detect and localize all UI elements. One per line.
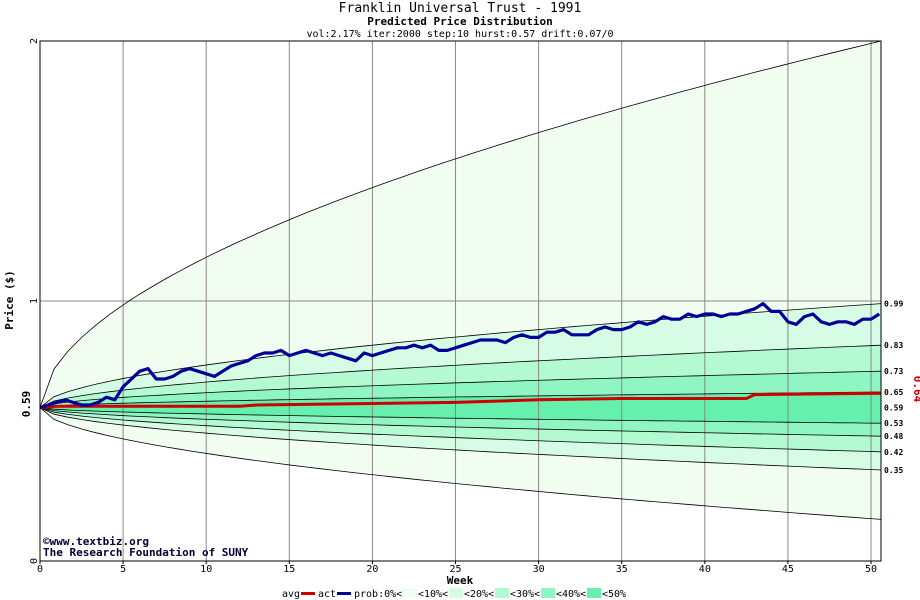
legend-band-swatch-4 [587, 588, 601, 598]
legend: avg act prob:0%< <10%< <20%< <30%< <40%< <50% [282, 588, 626, 600]
legend-band-swatch-3 [541, 588, 555, 598]
band-boundary-7 [39, 370, 882, 408]
band-boundary-1 [39, 40, 882, 408]
legend-band-swatch-2 [495, 588, 509, 598]
legend-band-label-1: <20%< [464, 589, 494, 600]
y-axis-label: Price ($) [3, 270, 16, 330]
band-boundary-2 [39, 407, 882, 471]
avg-series-line [39, 391, 882, 410]
x-tick-label: 40 [699, 564, 711, 575]
plot-frame [39, 40, 882, 562]
x-tick-label: 45 [782, 564, 794, 575]
x-axis-ticks: 0 5 10 15 20 25 30 35 40 45 50 [37, 561, 877, 575]
x-tick-label: 5 [120, 564, 126, 575]
x-tick-label: 10 [200, 564, 212, 575]
right-value-label: 0.35 [884, 466, 903, 475]
x-tick-label: 50 [865, 564, 877, 575]
x-tick-label: 20 [366, 564, 378, 575]
chart-title: Franklin Universal Trust - 1991 [339, 1, 582, 16]
legend-band-label-3: <40%< [556, 589, 586, 600]
x-tick-label: 0 [37, 564, 43, 575]
start-value-label: 0.59 [20, 391, 33, 418]
right-value-label: 0.83 [884, 341, 903, 350]
right-value-label: 0.73 [884, 367, 903, 376]
right-value-label: 0.48 [884, 432, 903, 441]
y-axis-ticks: 0 1 2 [29, 38, 40, 564]
current-value-label: 0.64 [911, 376, 920, 403]
band-boundary-8 [39, 407, 882, 424]
band-boundary-5 [39, 344, 882, 408]
band-boundary-lines [39, 40, 882, 520]
legend-avg-label: avg [282, 589, 300, 600]
series-lines [39, 302, 882, 410]
band-boundary-4 [39, 407, 882, 453]
right-value-label: 0.59 [884, 404, 903, 413]
x-tick-label: 30 [533, 564, 545, 575]
legend-avg-swatch [301, 592, 315, 595]
band-boundary-6 [39, 407, 882, 437]
legend-band-swatch-0 [403, 588, 417, 598]
right-value-label: 0.65 [884, 388, 903, 397]
x-tick-label: 15 [283, 564, 295, 575]
legend-act-swatch [337, 592, 351, 595]
right-value-label: 0.42 [884, 448, 903, 457]
right-value-label: 0.99 [884, 300, 903, 309]
chart-subtitle: Predicted Price Distribution [367, 15, 552, 28]
x-axis-label: Week [447, 574, 474, 587]
y-tick-label: 2 [29, 38, 40, 44]
legend-band-label-0: <10%< [418, 589, 448, 600]
legend-prob-label: prob:0%< [354, 589, 402, 600]
band-boundary-9 [39, 391, 882, 408]
credit-organization: The Research Foundation of SUNY [43, 546, 249, 559]
band-boundary-0 [39, 407, 882, 520]
act-series-line [39, 302, 881, 410]
right-value-label: 0.53 [884, 419, 903, 428]
chart-params: vol:2.17% iter:2000 step:10 hurst:0.57 d… [306, 29, 613, 40]
legend-act-label: act [318, 589, 336, 600]
x-tick-label: 35 [616, 564, 628, 575]
y-tick-label: 1 [29, 298, 40, 304]
legend-band-label-4: <50% [602, 589, 626, 600]
credit-website: ©www.textbiz.org [43, 535, 149, 548]
x-tick-label: 25 [449, 564, 461, 575]
right-value-labels: 0.99 0.83 0.73 0.65 0.59 0.53 0.48 0.42 0.35 [884, 300, 903, 475]
legend-band-swatch-1 [449, 588, 463, 598]
y-tick-label: 0 [29, 558, 40, 564]
legend-band-label-2: <30%< [510, 589, 540, 600]
